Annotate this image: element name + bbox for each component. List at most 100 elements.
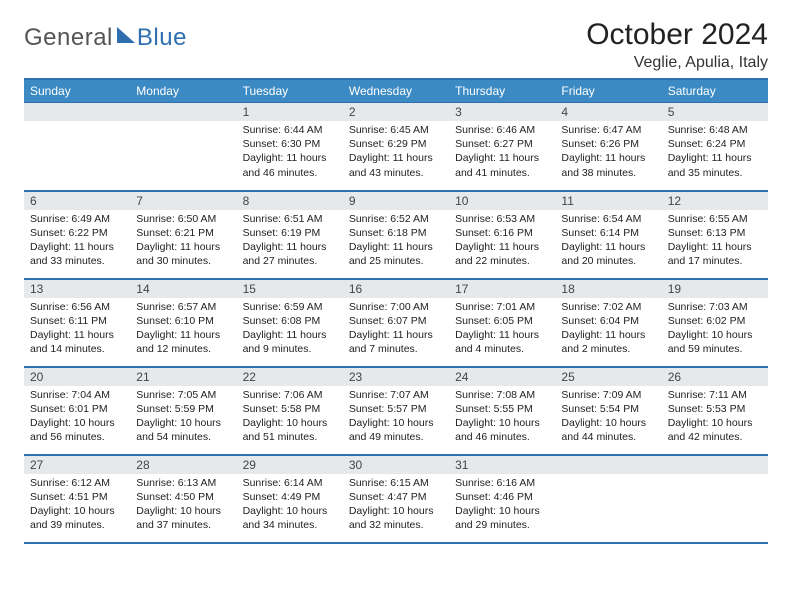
day-number: 6 — [24, 192, 130, 210]
calendar-week-row: 6Sunrise: 6:49 AMSunset: 6:22 PMDaylight… — [24, 191, 768, 279]
title-block: October 2024 Veglie, Apulia, Italy — [586, 18, 768, 72]
day-details: Sunrise: 7:11 AMSunset: 5:53 PMDaylight:… — [662, 386, 768, 449]
calendar-cell: 17Sunrise: 7:01 AMSunset: 6:05 PMDayligh… — [449, 279, 555, 367]
sail-icon — [117, 27, 135, 43]
day-number: 15 — [237, 280, 343, 298]
calendar-cell: 3Sunrise: 6:46 AMSunset: 6:27 PMDaylight… — [449, 103, 555, 191]
day-number: 16 — [343, 280, 449, 298]
calendar-cell-empty: . — [130, 103, 236, 191]
calendar-cell: 11Sunrise: 6:54 AMSunset: 6:14 PMDayligh… — [555, 191, 661, 279]
day-details: Sunrise: 6:57 AMSunset: 6:10 PMDaylight:… — [130, 298, 236, 361]
weekday-header: Monday — [130, 79, 236, 103]
weekday-header: Friday — [555, 79, 661, 103]
day-number: 23 — [343, 368, 449, 386]
day-details: Sunrise: 6:54 AMSunset: 6:14 PMDaylight:… — [555, 210, 661, 273]
day-details: Sunrise: 7:05 AMSunset: 5:59 PMDaylight:… — [130, 386, 236, 449]
day-details: Sunrise: 6:45 AMSunset: 6:29 PMDaylight:… — [343, 121, 449, 184]
day-number: 12 — [662, 192, 768, 210]
calendar-head: SundayMondayTuesdayWednesdayThursdayFrid… — [24, 79, 768, 103]
day-details: Sunrise: 6:53 AMSunset: 6:16 PMDaylight:… — [449, 210, 555, 273]
day-number: . — [24, 103, 130, 121]
day-details: Sunrise: 6:52 AMSunset: 6:18 PMDaylight:… — [343, 210, 449, 273]
calendar-cell: 25Sunrise: 7:09 AMSunset: 5:54 PMDayligh… — [555, 367, 661, 455]
calendar-cell: 14Sunrise: 6:57 AMSunset: 6:10 PMDayligh… — [130, 279, 236, 367]
calendar-week-row: 27Sunrise: 6:12 AMSunset: 4:51 PMDayligh… — [24, 455, 768, 543]
calendar-cell: 15Sunrise: 6:59 AMSunset: 6:08 PMDayligh… — [237, 279, 343, 367]
calendar-cell: 13Sunrise: 6:56 AMSunset: 6:11 PMDayligh… — [24, 279, 130, 367]
calendar-week-row: ..1Sunrise: 6:44 AMSunset: 6:30 PMDaylig… — [24, 103, 768, 191]
calendar-cell: 22Sunrise: 7:06 AMSunset: 5:58 PMDayligh… — [237, 367, 343, 455]
calendar-week-row: 13Sunrise: 6:56 AMSunset: 6:11 PMDayligh… — [24, 279, 768, 367]
day-number: 9 — [343, 192, 449, 210]
day-details: Sunrise: 7:02 AMSunset: 6:04 PMDaylight:… — [555, 298, 661, 361]
calendar-cell: 2Sunrise: 6:45 AMSunset: 6:29 PMDaylight… — [343, 103, 449, 191]
calendar-cell: 10Sunrise: 6:53 AMSunset: 6:16 PMDayligh… — [449, 191, 555, 279]
day-number: 4 — [555, 103, 661, 121]
calendar-cell: 19Sunrise: 7:03 AMSunset: 6:02 PMDayligh… — [662, 279, 768, 367]
calendar-cell: 28Sunrise: 6:13 AMSunset: 4:50 PMDayligh… — [130, 455, 236, 543]
day-details: Sunrise: 6:49 AMSunset: 6:22 PMDaylight:… — [24, 210, 130, 273]
calendar-cell: 27Sunrise: 6:12 AMSunset: 4:51 PMDayligh… — [24, 455, 130, 543]
day-number: . — [555, 456, 661, 474]
calendar-week-row: 20Sunrise: 7:04 AMSunset: 6:01 PMDayligh… — [24, 367, 768, 455]
calendar-cell-empty: . — [24, 103, 130, 191]
day-number: 21 — [130, 368, 236, 386]
day-number: 7 — [130, 192, 236, 210]
day-number: 26 — [662, 368, 768, 386]
day-details: Sunrise: 7:06 AMSunset: 5:58 PMDaylight:… — [237, 386, 343, 449]
day-details: Sunrise: 7:04 AMSunset: 6:01 PMDaylight:… — [24, 386, 130, 449]
day-details: Sunrise: 6:15 AMSunset: 4:47 PMDaylight:… — [343, 474, 449, 537]
day-number: 8 — [237, 192, 343, 210]
calendar-cell: 16Sunrise: 7:00 AMSunset: 6:07 PMDayligh… — [343, 279, 449, 367]
day-number: . — [662, 456, 768, 474]
brand-logo: General Blue — [24, 18, 187, 52]
calendar-body: ..1Sunrise: 6:44 AMSunset: 6:30 PMDaylig… — [24, 103, 768, 543]
header: General Blue October 2024 Veglie, Apulia… — [24, 18, 768, 72]
day-number: 18 — [555, 280, 661, 298]
weekday-header: Wednesday — [343, 79, 449, 103]
page-title: October 2024 — [586, 18, 768, 52]
day-details: Sunrise: 6:44 AMSunset: 6:30 PMDaylight:… — [237, 121, 343, 184]
day-number: . — [130, 103, 236, 121]
day-details: Sunrise: 6:14 AMSunset: 4:49 PMDaylight:… — [237, 474, 343, 537]
day-number: 25 — [555, 368, 661, 386]
calendar-cell: 4Sunrise: 6:47 AMSunset: 6:26 PMDaylight… — [555, 103, 661, 191]
day-details: Sunrise: 7:00 AMSunset: 6:07 PMDaylight:… — [343, 298, 449, 361]
day-number: 24 — [449, 368, 555, 386]
calendar-cell: 7Sunrise: 6:50 AMSunset: 6:21 PMDaylight… — [130, 191, 236, 279]
calendar-cell: 8Sunrise: 6:51 AMSunset: 6:19 PMDaylight… — [237, 191, 343, 279]
calendar-cell: 18Sunrise: 7:02 AMSunset: 6:04 PMDayligh… — [555, 279, 661, 367]
day-number: 31 — [449, 456, 555, 474]
day-details: Sunrise: 7:08 AMSunset: 5:55 PMDaylight:… — [449, 386, 555, 449]
calendar-cell: 9Sunrise: 6:52 AMSunset: 6:18 PMDaylight… — [343, 191, 449, 279]
calendar-cell: 24Sunrise: 7:08 AMSunset: 5:55 PMDayligh… — [449, 367, 555, 455]
calendar-cell-empty: . — [662, 455, 768, 543]
day-details: Sunrise: 6:13 AMSunset: 4:50 PMDaylight:… — [130, 474, 236, 537]
day-number: 30 — [343, 456, 449, 474]
calendar-cell: 21Sunrise: 7:05 AMSunset: 5:59 PMDayligh… — [130, 367, 236, 455]
day-number: 10 — [449, 192, 555, 210]
day-number: 17 — [449, 280, 555, 298]
calendar-cell: 20Sunrise: 7:04 AMSunset: 6:01 PMDayligh… — [24, 367, 130, 455]
day-number: 20 — [24, 368, 130, 386]
weekday-header: Thursday — [449, 79, 555, 103]
day-number: 19 — [662, 280, 768, 298]
day-details: Sunrise: 7:03 AMSunset: 6:02 PMDaylight:… — [662, 298, 768, 361]
calendar-cell: 26Sunrise: 7:11 AMSunset: 5:53 PMDayligh… — [662, 367, 768, 455]
day-details: Sunrise: 6:47 AMSunset: 6:26 PMDaylight:… — [555, 121, 661, 184]
day-number: 28 — [130, 456, 236, 474]
day-details: Sunrise: 6:50 AMSunset: 6:21 PMDaylight:… — [130, 210, 236, 273]
day-number: 5 — [662, 103, 768, 121]
calendar-cell: 31Sunrise: 6:16 AMSunset: 4:46 PMDayligh… — [449, 455, 555, 543]
day-details: Sunrise: 7:09 AMSunset: 5:54 PMDaylight:… — [555, 386, 661, 449]
calendar-cell-empty: . — [555, 455, 661, 543]
calendar-cell: 6Sunrise: 6:49 AMSunset: 6:22 PMDaylight… — [24, 191, 130, 279]
day-details: Sunrise: 6:46 AMSunset: 6:27 PMDaylight:… — [449, 121, 555, 184]
day-details: Sunrise: 7:07 AMSunset: 5:57 PMDaylight:… — [343, 386, 449, 449]
day-number: 2 — [343, 103, 449, 121]
calendar-cell: 12Sunrise: 6:55 AMSunset: 6:13 PMDayligh… — [662, 191, 768, 279]
calendar-cell: 1Sunrise: 6:44 AMSunset: 6:30 PMDaylight… — [237, 103, 343, 191]
weekday-header: Saturday — [662, 79, 768, 103]
day-details: Sunrise: 6:59 AMSunset: 6:08 PMDaylight:… — [237, 298, 343, 361]
weekday-header: Tuesday — [237, 79, 343, 103]
